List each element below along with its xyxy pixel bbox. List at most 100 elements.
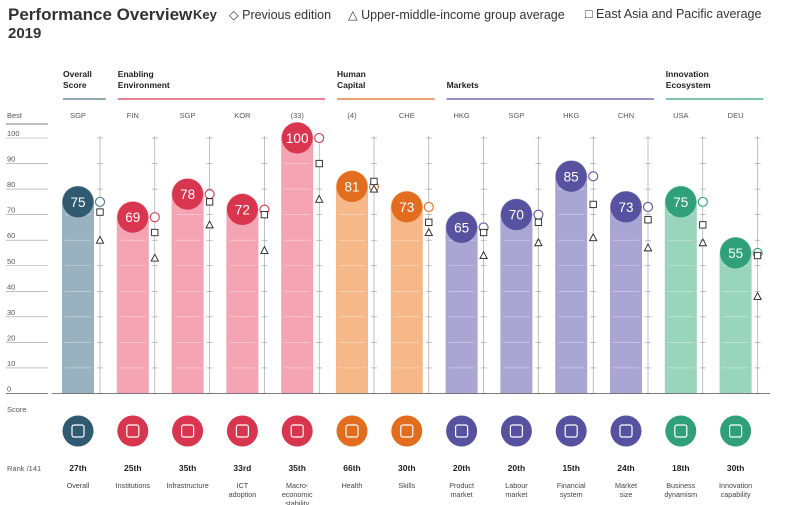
rank-label: 25th: [124, 463, 141, 473]
group-header-label: Capital: [337, 80, 365, 90]
legend-previous-edition: ◇ Previous edition: [229, 7, 331, 22]
score-value-label: 73: [618, 200, 633, 215]
award-icon: [62, 415, 94, 447]
east-asia-average-marker: [425, 218, 433, 226]
bulb-icon: [720, 415, 752, 447]
best-country-label: FIN: [127, 111, 139, 120]
previous-edition-marker: [423, 201, 434, 213]
best-country-label: SGP: [70, 111, 86, 120]
previous-edition-marker: [588, 171, 599, 182]
score-bar: [390, 190, 423, 394]
chip-icon-glyph: [235, 424, 249, 438]
east-asia-average-marker: [205, 198, 214, 206]
legend-upper-middle-income: △ Upper-middle-income group average: [348, 7, 565, 22]
score-bar: [719, 236, 752, 394]
east-asia-average-marker: [315, 159, 323, 168]
group-header-label: Score: [63, 80, 87, 90]
group-header-label: Ecosystem: [666, 80, 711, 90]
people-icon-glyph: [509, 424, 523, 438]
pillar-name-label: Health: [342, 481, 363, 490]
graduate-icon: [391, 415, 423, 447]
pillar-name-label: dynamism: [664, 490, 697, 499]
score-value-label: 100: [286, 131, 309, 146]
score-bar: [62, 185, 94, 394]
pillar-name-label: Macro-: [286, 481, 309, 490]
y-tick-label: 30: [7, 308, 15, 317]
group-header-label: Overall: [63, 69, 92, 79]
east-asia-average-marker: [753, 251, 762, 260]
score-dot: [446, 211, 478, 243]
pillar-name-label: stability: [285, 499, 309, 505]
score-bar: [500, 198, 533, 394]
best-country-label: USA: [673, 111, 688, 120]
score-dot: [555, 160, 587, 192]
score-dot: [610, 191, 642, 223]
east-asia-average-marker: [151, 228, 159, 237]
card-icon-glyph: [564, 424, 578, 438]
pillar-name-label: Labour: [505, 481, 528, 490]
rank-label: 66th: [343, 463, 360, 473]
score-value-label: 72: [235, 203, 250, 218]
pillar-name-label: Innovation: [719, 481, 752, 490]
rank-label: 35th: [179, 463, 196, 473]
previous-edition-marker: [533, 209, 544, 220]
pillar-name-label: Skills: [398, 481, 415, 490]
upper-middle-income-marker: [424, 227, 434, 236]
triangle-icon: △: [348, 8, 358, 22]
score-value-label: 75: [673, 195, 688, 210]
pillar-name-label: ICT: [237, 481, 249, 490]
pillar-name-label: market: [505, 490, 527, 499]
upper-middle-income-marker: [753, 291, 762, 300]
best-country-label: SGP: [508, 111, 524, 120]
upper-middle-income-marker: [150, 253, 160, 262]
y-tick-label: 70: [7, 206, 15, 215]
score-dot: [336, 171, 368, 203]
heart-icon: [336, 415, 368, 447]
y-bottom-label: Score: [7, 405, 27, 414]
pillar-name-label: Product: [449, 481, 474, 490]
score-dot: [226, 194, 258, 226]
train-icon-glyph: [181, 424, 195, 438]
card-icon: [555, 415, 587, 447]
rank-label: 20th: [453, 463, 470, 473]
pillar-name-label: size: [620, 490, 633, 499]
legend-east-asia-pacific: □ East Asia and Pacific average: [585, 7, 761, 21]
east-asia-average-marker: [644, 216, 652, 224]
east-asia-average-marker: [699, 221, 707, 229]
y-tick-label: 10: [7, 359, 15, 368]
rank-label: 35th: [288, 463, 305, 473]
people-icon: [500, 415, 532, 447]
rank-axis-label: Rank /141: [7, 464, 41, 473]
rank-label: 27th: [69, 463, 86, 473]
previous-edition-marker: [94, 196, 106, 207]
group-header-label: Enabling: [118, 69, 154, 79]
award-icon-glyph: [71, 424, 85, 438]
score-dot: [665, 186, 697, 218]
legend-label: East Asia and Pacific average: [596, 7, 762, 21]
key-title: Key: [193, 7, 217, 22]
tag-icon-glyph: [455, 424, 469, 438]
train-icon: [172, 415, 204, 447]
score-bar: [281, 122, 314, 394]
east-asia-average-marker: [260, 210, 269, 219]
heart-icon-glyph: [345, 424, 359, 438]
pillar-name-label: economic: [282, 490, 313, 499]
door-icon: [665, 415, 697, 447]
upper-middle-income-marker: [698, 237, 708, 247]
square-icon: □: [585, 7, 593, 21]
score-bar: [116, 201, 149, 394]
score-value-label: 81: [344, 180, 359, 195]
page-title: Performance Overview: [8, 5, 193, 24]
upper-middle-income-marker: [95, 235, 105, 244]
institution-icon: [117, 415, 149, 447]
pillar-name-label: capability: [721, 490, 751, 499]
score-value-label: 55: [728, 246, 743, 261]
rank-label: 15th: [562, 463, 579, 473]
score-bar: [171, 178, 204, 394]
group-header-label: Innovation: [666, 69, 709, 79]
best-country-label: CHN: [618, 111, 634, 120]
score-value-label: 73: [399, 200, 414, 215]
bulb-icon-glyph: [728, 424, 743, 438]
upper-middle-income-marker: [643, 243, 653, 252]
score-value-label: 70: [509, 208, 524, 223]
